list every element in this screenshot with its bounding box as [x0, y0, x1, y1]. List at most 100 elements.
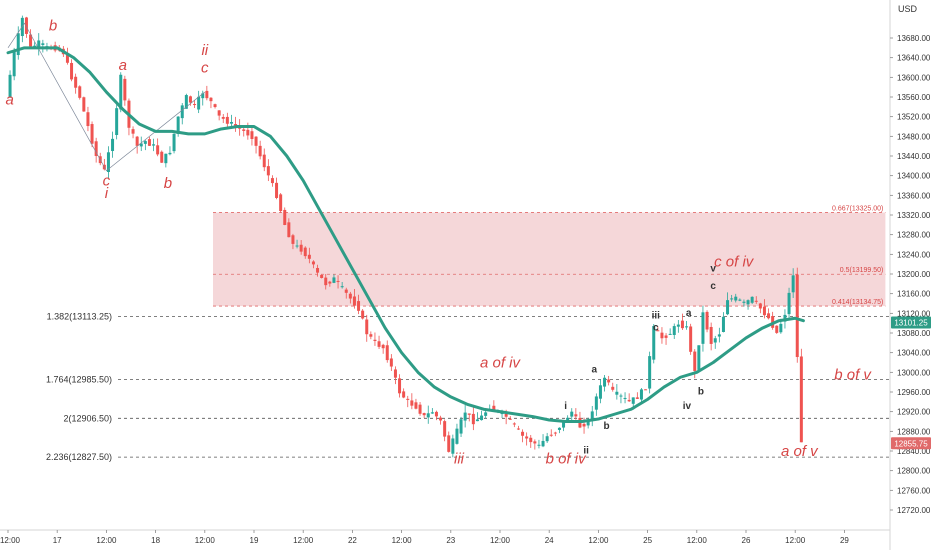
candle-body — [283, 209, 287, 225]
wave-label: b — [604, 421, 610, 432]
price-tick-label: 13240.00 — [897, 250, 931, 259]
candle-body — [779, 323, 783, 333]
candle-body — [152, 144, 156, 146]
candle-body — [135, 136, 139, 146]
candle-body — [537, 444, 541, 446]
candle-body — [426, 413, 430, 418]
candle-body — [307, 254, 311, 259]
candle-body — [492, 405, 496, 411]
candle-body — [791, 275, 795, 293]
wave-label: ii — [201, 42, 208, 59]
candle-body — [246, 129, 250, 136]
wave-label: b — [164, 175, 172, 192]
candle-body — [410, 400, 414, 406]
candle-body — [361, 310, 365, 319]
candle-body — [676, 324, 680, 327]
candle-body — [139, 143, 143, 147]
candles — [8, 15, 803, 458]
wave-label: i — [105, 185, 109, 202]
candle-body — [336, 280, 340, 282]
price-tick-label: 12880.00 — [897, 427, 931, 436]
candle-body — [348, 293, 352, 299]
candle-body — [340, 286, 344, 288]
candle-body — [250, 131, 254, 139]
candle-body — [758, 303, 762, 309]
candle-body — [775, 325, 779, 333]
candle-body — [184, 95, 188, 109]
time-tick-label: 12:00 — [588, 536, 609, 545]
candle-body — [467, 413, 471, 415]
candle-body — [299, 244, 303, 252]
time-tick-label: 24 — [545, 536, 554, 545]
candle-body — [357, 301, 361, 311]
candle-body — [111, 138, 115, 152]
candle-body — [598, 385, 602, 399]
candle-body — [115, 108, 119, 135]
candle-body — [373, 339, 377, 341]
candle-body — [213, 104, 217, 108]
wave-label: a — [592, 364, 598, 375]
price-tick-label: 13320.00 — [897, 211, 931, 220]
candle-body — [168, 152, 172, 155]
candle-body — [402, 391, 406, 398]
candle-body — [123, 78, 127, 101]
candle-body — [94, 141, 98, 156]
candle-body — [160, 151, 164, 163]
candle-body — [324, 277, 328, 286]
time-tick-label: 12:00 — [392, 536, 413, 545]
candle-body — [594, 396, 598, 410]
candle-body — [65, 55, 69, 63]
candle-body — [287, 222, 291, 238]
time-tick-label: 26 — [742, 536, 751, 545]
time-tick-label: 12:00 — [687, 536, 708, 545]
candle-body — [434, 411, 438, 417]
candle-body — [205, 90, 209, 99]
candle-body — [86, 112, 90, 127]
candle-body — [574, 414, 578, 417]
candle-body — [660, 332, 664, 339]
candle-body — [242, 129, 246, 131]
candle-body — [389, 358, 393, 367]
wave-label: c — [653, 323, 659, 334]
candle-body — [607, 379, 611, 383]
price-tick-label: 13200.00 — [897, 270, 931, 279]
candle-body — [525, 436, 529, 439]
candle-body — [603, 377, 607, 387]
candle-body — [295, 245, 299, 247]
candle-body — [303, 247, 307, 257]
time-tick-label: 29 — [840, 536, 849, 545]
candle-body — [516, 428, 520, 430]
candle-body — [258, 145, 262, 157]
price-tick-label: 13360.00 — [897, 191, 931, 200]
candle-body — [393, 369, 397, 378]
candle-body — [176, 116, 180, 134]
candle-body — [484, 412, 488, 416]
candle-body — [783, 314, 787, 322]
candle-body — [29, 34, 33, 47]
candle-body — [332, 277, 336, 283]
wave-label: c of iv — [714, 254, 755, 271]
candle-body — [701, 312, 705, 344]
candle-body — [41, 43, 45, 45]
candle-body — [193, 104, 197, 106]
candle-body — [16, 33, 20, 56]
wave-label: a — [119, 57, 127, 74]
wave-label: b of iv — [546, 450, 588, 467]
candle-body — [82, 97, 86, 112]
candle-body — [398, 378, 402, 394]
candle-body — [119, 74, 123, 110]
candle-body — [721, 316, 725, 332]
candle-body — [648, 356, 652, 389]
price-tick-label: 12800.00 — [897, 467, 931, 476]
candle-body — [459, 419, 463, 434]
candle-body — [172, 133, 176, 152]
price-tick-label: 12920.00 — [897, 408, 931, 417]
time-tick-label: 12:00 — [195, 536, 216, 545]
candle-body — [713, 338, 717, 343]
candle-body — [508, 418, 512, 420]
candle-body — [635, 397, 639, 399]
wave-label: v — [710, 264, 716, 275]
wave-label: a — [5, 91, 13, 108]
